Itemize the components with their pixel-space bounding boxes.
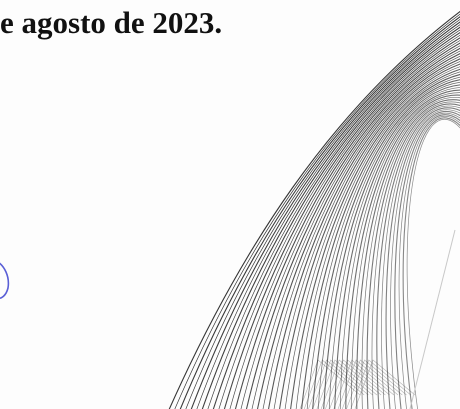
guilloche-line [301, 74, 460, 409]
guilloche-chevron-line [316, 359, 378, 409]
guilloche-chevron-line [333, 359, 395, 409]
guilloche-line [273, 61, 460, 409]
guilloche-line [190, 21, 460, 409]
guilloche-line [290, 68, 460, 409]
guilloche-chevron-line [325, 359, 386, 409]
guilloche-line [218, 34, 460, 409]
guilloche-line [323, 84, 460, 409]
guilloche-chevron-line [320, 359, 382, 409]
guilloche-line [398, 116, 460, 409]
guilloche-line [262, 55, 460, 409]
guilloche-line [394, 114, 460, 409]
guilloche-chevron-line [346, 359, 407, 409]
guilloche-line [201, 26, 460, 409]
guilloche-line [376, 107, 460, 409]
guilloche-chevron-line [354, 359, 416, 409]
guilloche-line [402, 117, 460, 409]
guilloche-line [279, 63, 460, 409]
guilloche-line [185, 19, 460, 409]
guilloche-line [251, 50, 460, 409]
guilloche-line [196, 24, 460, 409]
guilloche-line [207, 29, 460, 409]
guilloche-chevron-line [299, 359, 361, 409]
guilloche-chevron-line [337, 359, 399, 409]
guilloche-line [268, 58, 460, 409]
guilloche-chevron-line [303, 359, 365, 409]
guilloche-line [229, 40, 460, 409]
guilloche-line [381, 109, 460, 409]
guilloche-line [350, 97, 460, 409]
guilloche-line [174, 13, 460, 409]
guilloche-line [339, 92, 460, 409]
document-date-text: e agosto de 2023. [0, 5, 223, 40]
page-edge-line [409, 229, 456, 409]
guilloche-chevron-line [329, 359, 390, 409]
guilloche-line [328, 87, 460, 409]
guilloche-line [179, 16, 460, 409]
guilloche-line [234, 42, 460, 409]
guilloche-chevron-line [350, 359, 411, 409]
guilloche-line [212, 31, 460, 409]
guilloche-line [390, 112, 460, 409]
guilloche-line [371, 105, 460, 409]
guilloche-line [406, 118, 460, 409]
guilloche-line [223, 37, 460, 409]
guilloche-line [306, 76, 460, 409]
guilloche-chevron-line [342, 359, 403, 409]
guilloche-line [312, 79, 460, 409]
guilloche-line [245, 47, 460, 409]
guilloche-line [256, 53, 460, 409]
guilloche-chevron-line [308, 359, 369, 409]
guilloche-chevron-line [312, 359, 373, 409]
guilloche-line [168, 10, 460, 409]
guilloche-line [334, 89, 460, 409]
guilloche-line [284, 66, 460, 409]
guilloche-line [317, 82, 460, 409]
guilloche-line [356, 99, 460, 409]
guilloche-line [361, 101, 460, 409]
guilloche-line [345, 94, 460, 409]
guilloche-line [366, 103, 460, 409]
guilloche-line [385, 110, 460, 409]
guilloche-line [240, 45, 460, 409]
guilloche-line [295, 71, 460, 409]
